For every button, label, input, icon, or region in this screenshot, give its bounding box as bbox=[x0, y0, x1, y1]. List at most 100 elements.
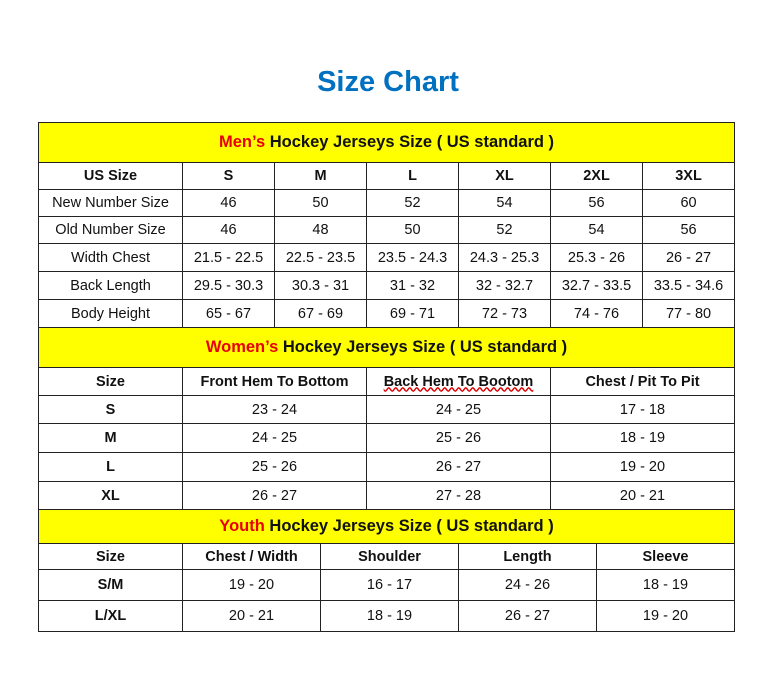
table-cell: 46 bbox=[182, 216, 275, 244]
womens-size-table: Women’s Hockey Jerseys Size ( US standar… bbox=[37, 327, 736, 510]
mens-section-header: Men’s Hockey Jerseys Size ( US standard … bbox=[37, 122, 736, 163]
youth-header-row: Size Chest / Width Shoulder Length Sleeve bbox=[38, 543, 736, 570]
table-cell: 30.3 - 31 bbox=[274, 271, 367, 300]
table-cell: 31 - 32 bbox=[366, 271, 459, 300]
mens-size-table: Men’s Hockey Jerseys Size ( US standard … bbox=[37, 122, 736, 328]
table-row: Back Length 29.5 - 30.3 30.3 - 31 31 - 32 32… bbox=[38, 271, 736, 300]
table-cell: 54 bbox=[550, 216, 643, 244]
table-cell: 74 - 76 bbox=[550, 299, 643, 328]
womens-header-text: Hockey Jerseys Size ( US standard ) bbox=[278, 338, 568, 356]
table-cell: 18 - 19 bbox=[549, 423, 736, 453]
row-label: XL bbox=[38, 481, 183, 510]
table-cell: 60 bbox=[641, 189, 736, 217]
table-row: New Number Size 46 50 52 54 56 60 bbox=[38, 189, 736, 217]
womens-section-header: Women’s Hockey Jerseys Size ( US standar… bbox=[37, 327, 736, 368]
table-row: L/XL 20 - 21 18 - 19 26 - 27 19 - 20 bbox=[38, 600, 736, 632]
table-cell: 26 - 27 bbox=[366, 452, 551, 482]
table-row: L 25 - 26 26 - 27 19 - 20 bbox=[38, 452, 736, 482]
women-header-row: Size Front Hem To Bottom Back Hem To Booto… bbox=[38, 367, 736, 396]
table-cell: 69 - 71 bbox=[366, 299, 459, 328]
column-header: Shoulder bbox=[320, 543, 459, 570]
table-cell: 25 - 26 bbox=[182, 452, 367, 482]
table-cell: 20 - 21 bbox=[549, 481, 736, 510]
table-cell: 32.7 - 33.5 bbox=[550, 271, 643, 300]
table-cell: 29.5 - 30.3 bbox=[182, 271, 275, 300]
table-cell: 19 - 20 bbox=[595, 600, 736, 632]
table-cell: 25 - 26 bbox=[366, 423, 551, 453]
row-label: New Number Size bbox=[38, 189, 183, 217]
table-cell: 48 bbox=[274, 216, 367, 244]
table-row: Width Chest 21.5 - 22.5 22.5 - 23.5 23.5 - … bbox=[38, 243, 736, 272]
table-cell: 26 - 27 bbox=[182, 481, 367, 510]
youth-table: Youth Hockey Jerseys Size ( US standard … bbox=[37, 509, 736, 632]
table-cell: 23.5 - 24.3 bbox=[366, 243, 459, 272]
table-cell: 24 - 26 bbox=[458, 569, 597, 601]
table-cell: 18 - 19 bbox=[595, 569, 736, 601]
column-header: Front Hem To Bottom bbox=[182, 367, 367, 396]
youth-header-text: Hockey Jerseys Size ( US standard ) bbox=[264, 517, 554, 535]
row-label: Back Length bbox=[38, 271, 183, 300]
table-cell: 25.3 - 26 bbox=[550, 243, 643, 272]
youth-section-header: Youth Hockey Jerseys Size ( US standard … bbox=[37, 509, 736, 544]
table-row: XL 26 - 27 27 - 28 20 - 21 bbox=[38, 481, 736, 510]
table-cell: 22.5 - 23.5 bbox=[274, 243, 367, 272]
table-row: S 23 - 24 24 - 25 17 - 18 bbox=[38, 395, 736, 424]
column-header: Size bbox=[38, 543, 183, 570]
table-cell: 72 - 73 bbox=[458, 299, 551, 328]
table-cell: 18 - 19 bbox=[320, 600, 459, 632]
table-cell: 54 bbox=[458, 189, 551, 217]
table-cell: 24 - 25 bbox=[182, 423, 367, 453]
column-header: Length bbox=[458, 543, 597, 570]
table-cell: 46 bbox=[182, 189, 275, 217]
table-row: S/M 19 - 20 16 - 17 24 - 26 18 - 19 bbox=[38, 569, 736, 601]
table-cell: 67 - 69 bbox=[274, 299, 367, 328]
table-cell: 23 - 24 bbox=[182, 395, 367, 424]
table-cell: 19 - 20 bbox=[182, 569, 321, 601]
mens-table: Men’s Hockey Jerseys Size ( US standard … bbox=[37, 122, 736, 328]
row-label: M bbox=[38, 423, 183, 453]
table-cell: 24 - 25 bbox=[366, 395, 551, 424]
table-cell: 24.3 - 25.3 bbox=[458, 243, 551, 272]
table-cell: 50 bbox=[366, 216, 459, 244]
table-cell: 20 - 21 bbox=[182, 600, 321, 632]
column-header: Size bbox=[38, 367, 183, 396]
column-header: M bbox=[274, 162, 367, 190]
table-cell: 77 - 80 bbox=[641, 299, 736, 328]
youth-size-table: Youth Hockey Jerseys Size ( US standard … bbox=[37, 509, 736, 632]
row-label: S bbox=[38, 395, 183, 424]
youth-label: Youth bbox=[219, 517, 265, 535]
table-cell: 56 bbox=[550, 189, 643, 217]
men-header-row: US Size S M L XL 2XL 3XL bbox=[38, 162, 736, 190]
row-label: S/M bbox=[38, 569, 183, 601]
table-row: M 24 - 25 25 - 26 18 - 19 bbox=[38, 423, 736, 453]
table-cell: 21.5 - 22.5 bbox=[182, 243, 275, 272]
mens-label: Men’s bbox=[219, 133, 266, 151]
womens-table: Women’s Hockey Jerseys Size ( US standar… bbox=[37, 327, 736, 510]
column-header: S bbox=[182, 162, 275, 190]
column-header: US Size bbox=[38, 162, 183, 190]
column-header: 2XL bbox=[550, 162, 643, 190]
table-cell: 32 - 32.7 bbox=[458, 271, 551, 300]
column-header: 3XL bbox=[641, 162, 736, 190]
table-cell: 65 - 67 bbox=[182, 299, 275, 328]
column-header: Sleeve bbox=[595, 543, 736, 570]
table-cell: 56 bbox=[641, 216, 736, 244]
column-header: Chest / Pit To Pit bbox=[549, 367, 736, 396]
table-cell: 50 bbox=[274, 189, 367, 217]
womens-label: Women’s bbox=[205, 338, 279, 356]
column-header: Chest / Width bbox=[182, 543, 321, 570]
row-label: Body Height bbox=[38, 299, 183, 328]
column-header: L bbox=[366, 162, 459, 190]
table-cell: 52 bbox=[458, 216, 551, 244]
table-cell: 17 - 18 bbox=[549, 395, 736, 424]
mens-header-text: Hockey Jerseys Size ( US standard ) bbox=[265, 133, 555, 151]
table-cell: 33.5 - 34.6 bbox=[641, 271, 736, 300]
page-title: Size Chart bbox=[317, 66, 459, 98]
row-label: L bbox=[38, 452, 183, 482]
table-cell: 16 - 17 bbox=[320, 569, 459, 601]
row-label: Old Number Size bbox=[38, 216, 183, 244]
table-cell: 19 - 20 bbox=[549, 452, 736, 482]
table-row: Old Number Size 46 48 50 52 54 56 bbox=[38, 216, 736, 244]
column-header: XL bbox=[458, 162, 551, 190]
table-cell: 27 - 28 bbox=[366, 481, 551, 510]
